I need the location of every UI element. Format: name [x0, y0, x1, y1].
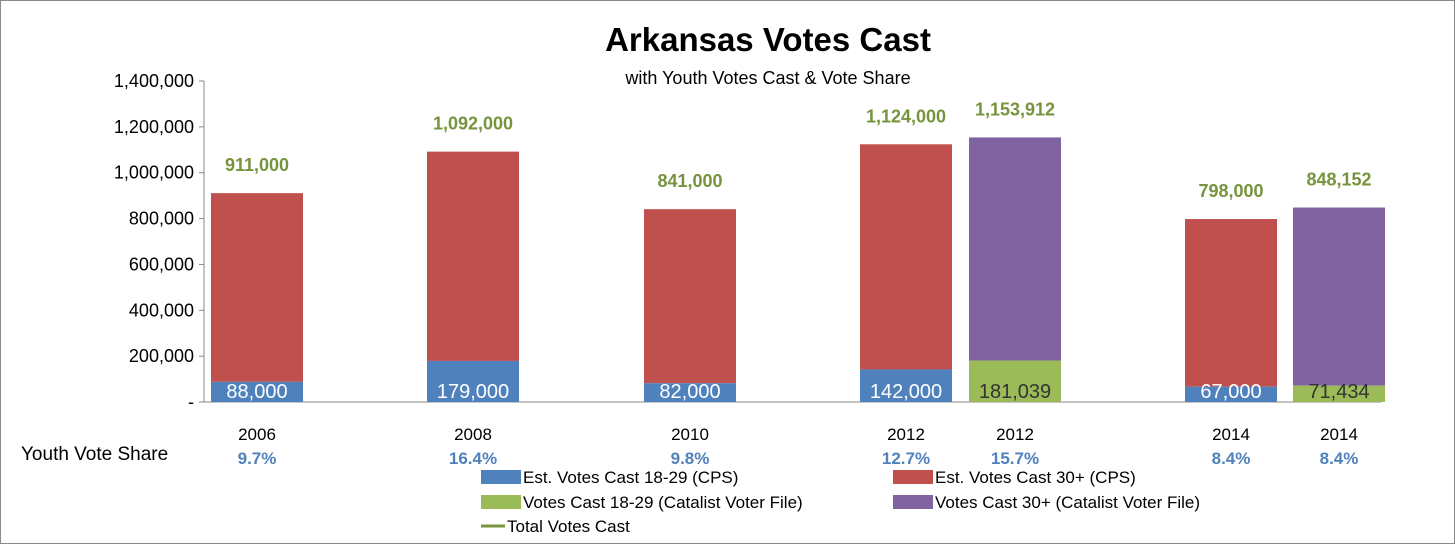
legend-item: Est. Votes Cast 18-29 (CPS): [481, 468, 738, 487]
y-tick-label: 400,000: [129, 300, 194, 320]
legend-label: Est. Votes Cast 30+ (CPS): [935, 468, 1136, 487]
youth-share-label: 9.8%: [671, 449, 710, 468]
total-value-label: 798,000: [1198, 181, 1263, 201]
legend-label: Votes Cast 30+ (Catalist Voter File): [935, 493, 1200, 512]
x-category-label: 2012: [996, 425, 1034, 444]
legend-swatch: [481, 495, 521, 509]
youth-value-label: 71,434: [1308, 381, 1369, 403]
bar-votes-30plus-catalist: [969, 137, 1061, 361]
total-value-label: 911,000: [225, 155, 289, 175]
bar-votes-18-29-cps: [644, 383, 736, 402]
youth-value-label: 179,000: [437, 381, 509, 403]
bar-votes-30plus-cps: [211, 193, 303, 382]
youth-share-label: 8.4%: [1320, 449, 1359, 468]
legend-item: Votes Cast 18-29 (Catalist Voter File): [481, 493, 803, 512]
youth-vote-share-label: Youth Vote Share: [21, 444, 168, 465]
x-category-label: 2014: [1212, 425, 1250, 444]
youth-value-label: 67,000: [1200, 381, 1261, 403]
y-tick-label: 800,000: [129, 209, 194, 229]
youth-share-label: 8.4%: [1212, 449, 1251, 468]
bar-votes-30plus-cps: [1185, 219, 1277, 387]
bar-votes-30plus-cps: [427, 151, 519, 361]
x-category-label: 2014: [1320, 425, 1358, 444]
bar-votes-18-29-catalist: [969, 360, 1061, 402]
legend-item: Est. Votes Cast 30+ (CPS): [893, 468, 1136, 487]
total-value-label: 1,124,000: [866, 106, 946, 126]
bar-votes-18-29-cps: [860, 369, 952, 402]
youth-share-label: 9.7%: [238, 449, 277, 468]
y-axis-ticks: - 200,000 400,000 600,000 800,000 1,000,000 1,…: [114, 71, 204, 412]
x-category-label: 2010: [671, 425, 709, 444]
y-tick-label: -: [188, 392, 194, 412]
legend-swatch: [481, 470, 521, 484]
legend-label: Est. Votes Cast 18-29 (CPS): [523, 468, 738, 487]
y-tick-label: 1,000,000: [114, 163, 194, 183]
y-tick-label: 200,000: [129, 346, 194, 366]
bar-votes-30plus-cps: [860, 144, 952, 370]
legend-item: Total Votes Cast: [481, 517, 630, 536]
total-value-label: 1,092,000: [433, 114, 513, 134]
legend: Est. Votes Cast 18-29 (CPS) Est. Votes Ca…: [481, 468, 1200, 536]
bar-votes-30plus-catalist: [1293, 207, 1385, 386]
bar-labels: 88,000 911,000 2006 9.7% 179,000 1,092,000 200…: [225, 99, 1372, 468]
bar-votes-18-29-cps: [427, 360, 519, 402]
bar-votes-18-29-cps: [211, 381, 303, 402]
y-tick-label: 600,000: [129, 254, 194, 274]
chart-subtitle: with Youth Votes Cast & Vote Share: [624, 68, 910, 88]
youth-value-label: 82,000: [659, 381, 720, 403]
bar-votes-30plus-cps: [644, 209, 736, 384]
total-value-label: 841,000: [657, 171, 722, 191]
legend-item: Votes Cast 30+ (Catalist Voter File): [893, 493, 1200, 512]
legend-label: Votes Cast 18-29 (Catalist Voter File): [523, 493, 803, 512]
youth-value-label: 88,000: [226, 381, 287, 403]
legend-label: Total Votes Cast: [507, 517, 630, 536]
legend-swatch: [893, 470, 933, 484]
legend-swatch: [893, 495, 933, 509]
y-tick-label: 1,400,000: [114, 71, 194, 91]
chart-title: Arkansas Votes Cast: [605, 21, 931, 58]
youth-share-label: 15.7%: [991, 449, 1039, 468]
bar-series: [211, 137, 1385, 402]
youth-share-label: 12.7%: [882, 449, 930, 468]
bar-votes-18-29-cps: [1185, 386, 1277, 402]
total-value-label: 848,152: [1306, 170, 1371, 190]
y-tick-label: 1,200,000: [114, 117, 194, 137]
total-value-label: 1,153,912: [975, 99, 1055, 119]
youth-value-label: 142,000: [870, 381, 942, 403]
x-category-label: 2008: [454, 425, 492, 444]
youth-value-label: 181,039: [979, 381, 1051, 403]
bar-votes-18-29-catalist: [1293, 385, 1385, 402]
youth-share-label: 16.4%: [449, 449, 497, 468]
x-category-label: 2006: [238, 425, 276, 444]
x-category-label: 2012: [887, 425, 925, 444]
